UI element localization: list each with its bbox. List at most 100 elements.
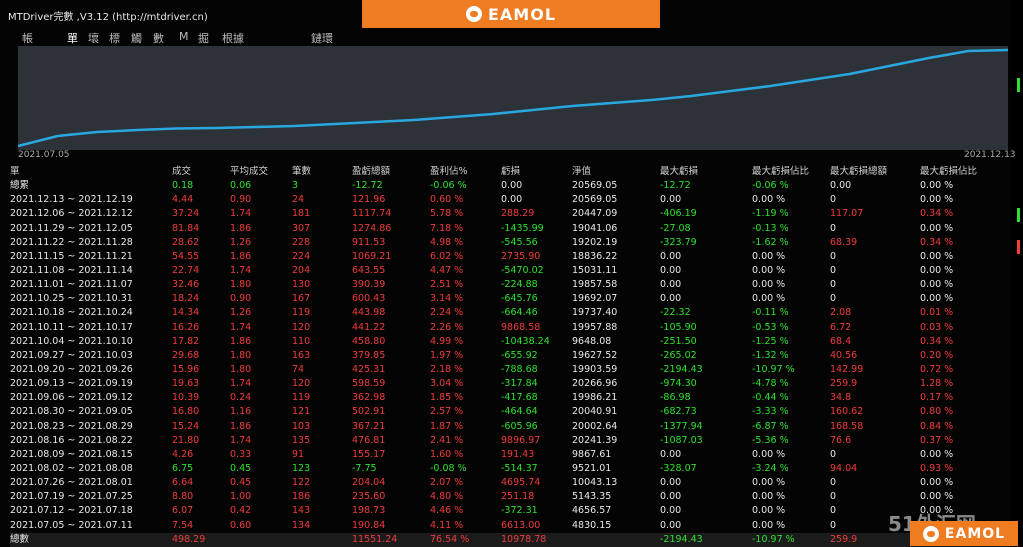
- table-row[interactable]: 2021.08.30 ~ 2021.09.05 16.80 1.16 121 502.9…: [10, 405, 1010, 419]
- row-cell: 0: [830, 448, 837, 460]
- row-cell: -7.75: [352, 462, 377, 474]
- menu-item-9[interactable]: 鏈環: [311, 32, 333, 45]
- row-cell: 600.43: [352, 293, 386, 305]
- column-header: 淨值: [572, 166, 592, 177]
- row-cell: 20447.09: [572, 208, 618, 220]
- row-cell: 1069.21: [352, 250, 392, 262]
- table-row[interactable]: 2021.08.16 ~ 2021.08.22 21.80 1.74 135 476.8…: [10, 434, 1010, 448]
- table-row[interactable]: 2021.12.06 ~ 2021.12.12 37.24 1.74 181 1117.…: [10, 207, 1010, 221]
- menu-item-0[interactable]: 帳: [22, 32, 33, 45]
- row-cell: 0: [830, 250, 837, 262]
- table-row[interactable]: 2021.11.29 ~ 2021.12.05 81.84 1.86 307 1274.…: [10, 222, 1010, 236]
- row-period: 2021.12.06 ~ 2021.12.12: [10, 208, 133, 220]
- menu-item-6[interactable]: M: [179, 30, 189, 43]
- row-cell: 6613.00: [501, 519, 541, 531]
- table-row[interactable]: 2021.08.23 ~ 2021.08.29 15.24 1.86 103 367.2…: [10, 420, 1010, 434]
- table-row[interactable]: 2021.08.09 ~ 2021.08.15 4.26 0.33 91 155.17 1…: [10, 448, 1010, 462]
- summary-cell: 0.00 %: [920, 180, 954, 192]
- row-cell: 2.07 %: [430, 477, 464, 489]
- table-row[interactable]: 2021.11.22 ~ 2021.11.28 28.62 1.26 228 911.5…: [10, 236, 1010, 250]
- row-period: 2021.07.26 ~ 2021.08.01: [10, 477, 133, 489]
- row-cell: 0.00 %: [920, 505, 954, 517]
- table-row[interactable]: 2021.09.13 ~ 2021.09.19 19.63 1.74 120 598.5…: [10, 377, 1010, 391]
- row-cell: -682.73: [660, 406, 697, 418]
- table-row[interactable]: 2021.08.02 ~ 2021.08.08 6.75 0.45 123 -7.75 -…: [10, 462, 1010, 476]
- row-cell: 91: [292, 448, 305, 460]
- table-summary-row[interactable]: 總累 0.18 0.06 3 -12.72 -0.06 % 0.00 20569.05 -12.…: [10, 179, 1010, 193]
- menu-item-4[interactable]: 觸: [131, 32, 142, 45]
- table-row[interactable]: 2021.12.13 ~ 2021.12.19 4.44 0.90 24 121.96 0…: [10, 193, 1010, 207]
- row-period: 2021.11.08 ~ 2021.11.14: [10, 264, 133, 276]
- row-cell: 19692.07: [572, 293, 618, 305]
- brand-logo-small-icon: [922, 525, 939, 542]
- row-cell: 117.07: [830, 208, 864, 220]
- row-cell: 1.87 %: [430, 420, 464, 432]
- row-cell: 0.80 %: [920, 406, 954, 418]
- row-cell: 4.26: [172, 448, 194, 460]
- table-row[interactable]: 2021.11.15 ~ 2021.11.21 54.55 1.86 224 1069.…: [10, 250, 1010, 264]
- row-cell: 119: [292, 392, 311, 404]
- menu-item-8[interactable]: 根據: [222, 32, 244, 45]
- table-row[interactable]: 2021.10.04 ~ 2021.10.10 17.82 1.86 110 458.8…: [10, 335, 1010, 349]
- brand-banner-top: EAMOL: [362, 0, 660, 28]
- table-row[interactable]: 2021.07.26 ~ 2021.08.01 6.64 0.45 122 204.04…: [10, 476, 1010, 490]
- menu-item-3[interactable]: 標: [109, 32, 120, 45]
- table-row[interactable]: 2021.10.11 ~ 2021.10.17 16.26 1.74 120 441.2…: [10, 321, 1010, 335]
- row-cell: 103: [292, 420, 311, 432]
- table-footer-row[interactable]: 總數 498.29 11551.24 76.54 % 10978.78 -2194.43 -…: [10, 532, 1010, 547]
- row-cell: 20266.96: [572, 378, 618, 390]
- menu-item-7[interactable]: 掘: [198, 32, 209, 45]
- row-cell: 191.43: [501, 448, 535, 460]
- menu-item-5[interactable]: 數: [153, 32, 164, 45]
- row-cell: 1.86: [230, 335, 252, 347]
- brand-logo-small: EAMOL: [922, 525, 1005, 542]
- table-row[interactable]: 2021.11.01 ~ 2021.11.07 32.46 1.80 130 390.3…: [10, 278, 1010, 292]
- menu-item-2[interactable]: 壞: [88, 32, 99, 45]
- row-cell: 0.24: [230, 392, 252, 404]
- table-row[interactable]: 2021.07.19 ~ 2021.07.25 8.80 1.00 186 235.60…: [10, 490, 1010, 504]
- table-row[interactable]: 2021.09.20 ~ 2021.09.26 15.96 1.80 74 425.31…: [10, 363, 1010, 377]
- table-row[interactable]: 2021.10.18 ~ 2021.10.24 14.34 1.26 119 443.9…: [10, 306, 1010, 320]
- row-cell: 4.98 %: [430, 236, 464, 248]
- row-cell: -251.50: [660, 335, 697, 347]
- row-cell: 0.34 %: [920, 236, 954, 248]
- row-cell: 1.74: [230, 321, 252, 333]
- summary-cell: 0.18: [172, 180, 194, 192]
- row-cell: 0.00 %: [920, 477, 954, 489]
- brand-logo-icon: [465, 6, 482, 22]
- row-cell: 235.60: [352, 491, 386, 503]
- row-cell: 598.59: [352, 378, 386, 390]
- row-cell: 76.6: [830, 434, 852, 446]
- table-row[interactable]: 2021.11.08 ~ 2021.11.14 22.74 1.74 204 643.5…: [10, 264, 1010, 278]
- row-cell: 0.00 %: [920, 194, 954, 206]
- row-cell: 37.24: [172, 208, 200, 220]
- row-cell: -1.32 %: [752, 349, 789, 361]
- summary-cell: 0.00: [830, 180, 852, 192]
- table-header-row[interactable]: 單 成交 平均成交 筆數 盈虧總額 盈利佔% 虧損 淨值 最大虧損 最大虧損佔比 最大虧損總額 最大虧…: [10, 165, 1010, 179]
- row-cell: 0.00 %: [920, 279, 954, 291]
- row-cell: 2.57 %: [430, 406, 464, 418]
- row-cell: -86.98: [660, 392, 691, 404]
- row-period: 2021.11.29 ~ 2021.12.05: [10, 222, 133, 234]
- table-row[interactable]: 2021.09.06 ~ 2021.09.12 10.39 0.24 119 362.9…: [10, 391, 1010, 405]
- row-cell: 18836.22: [572, 250, 618, 262]
- row-cell: -224.88: [501, 279, 538, 291]
- row-cell: 1.80: [230, 279, 252, 291]
- table-row[interactable]: 2021.10.25 ~ 2021.10.31 18.24 0.90 167 600.4…: [10, 292, 1010, 306]
- table-row[interactable]: 2021.07.12 ~ 2021.07.18 6.07 0.42 143 198.73…: [10, 504, 1010, 518]
- row-cell: 0.00: [660, 491, 682, 503]
- row-cell: 18.24: [172, 293, 200, 305]
- table-row[interactable]: 2021.09.27 ~ 2021.10.03 29.68 1.80 163 379.8…: [10, 349, 1010, 363]
- row-period: 2021.09.20 ~ 2021.09.26: [10, 363, 133, 375]
- row-cell: -1.25 %: [752, 335, 789, 347]
- row-cell: 6.02 %: [430, 250, 464, 262]
- table-row[interactable]: 2021.07.05 ~ 2021.07.11 7.54 0.60 134 190.84…: [10, 519, 1010, 533]
- row-cell: 2.41 %: [430, 434, 464, 446]
- menu-item-1[interactable]: 單: [67, 32, 78, 45]
- row-cell: 1.80: [230, 349, 252, 361]
- row-cell: -545.56: [501, 236, 538, 248]
- column-header: 盈利佔%: [430, 166, 468, 177]
- row-cell: -3.24 %: [752, 462, 789, 474]
- row-cell: 1.86: [230, 222, 252, 234]
- brand-banner-bottom: EAMOL: [910, 521, 1018, 546]
